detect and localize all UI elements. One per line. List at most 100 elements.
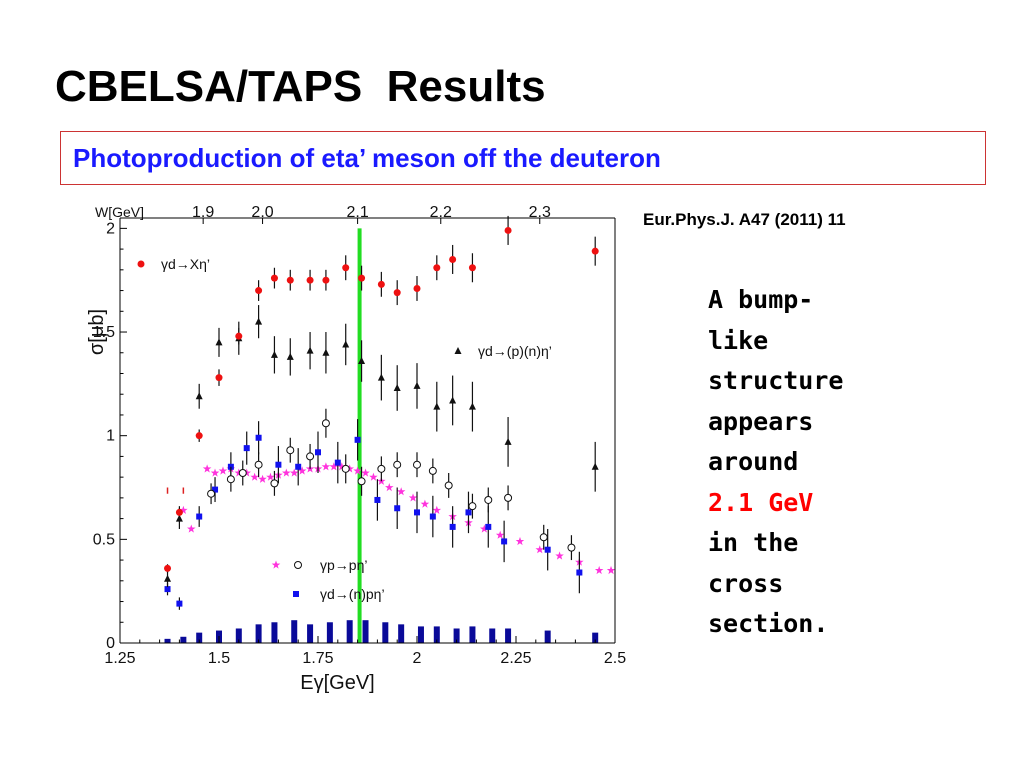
data-point xyxy=(377,373,385,381)
note-highlight: 2.1 GeV xyxy=(708,487,814,517)
data-point xyxy=(353,466,362,475)
data-point xyxy=(354,436,361,443)
data-point xyxy=(322,348,330,356)
citation: Eur.Phys.J. A47 (2011) 11 xyxy=(643,210,846,229)
data-point xyxy=(468,402,476,410)
data-point xyxy=(504,437,512,445)
legend-label: γd→(p)(n)η’ xyxy=(478,343,552,359)
legend-marker xyxy=(293,591,299,597)
data-point xyxy=(567,543,576,552)
histogram-bar xyxy=(362,620,369,643)
data-point xyxy=(175,508,183,516)
data-point xyxy=(369,472,378,481)
data-point xyxy=(295,463,302,470)
data-point xyxy=(433,264,441,272)
data-point xyxy=(164,564,172,572)
histogram-bar xyxy=(307,624,314,643)
data-point xyxy=(576,569,583,576)
data-point xyxy=(196,513,203,520)
data-point xyxy=(414,509,420,516)
data-point xyxy=(306,276,314,284)
data-point xyxy=(501,538,508,545)
data-point xyxy=(408,493,418,502)
histogram-bar xyxy=(291,620,298,643)
legend-label: γd→Xη’ xyxy=(161,256,210,272)
x-axis-label: Eγ[GeV] xyxy=(300,672,374,694)
data-point xyxy=(429,513,436,520)
data-point xyxy=(202,464,212,473)
histogram-bar xyxy=(417,626,424,643)
data-point xyxy=(337,462,346,471)
bars-layer xyxy=(164,620,599,643)
slide-title: CBELSA/TAPS Results xyxy=(55,62,546,111)
data-point xyxy=(591,247,599,255)
histogram-bar xyxy=(489,628,496,643)
data-point xyxy=(207,489,216,498)
data-point xyxy=(255,287,263,295)
data-point xyxy=(275,461,282,468)
data-point xyxy=(282,468,291,477)
data-point xyxy=(270,350,278,358)
note-line: appears xyxy=(708,406,814,436)
data-point xyxy=(215,374,223,382)
histogram-bar xyxy=(398,624,405,643)
legend-layer: γd→Xη’ γd→(p)(n)η’ γp→pη’ γd→(n)pη’ xyxy=(137,256,552,602)
data-point xyxy=(444,481,453,490)
histogram-bar xyxy=(544,630,551,643)
note-line: section. xyxy=(708,609,829,638)
data-point xyxy=(322,276,330,284)
data-point xyxy=(495,530,505,539)
data-point xyxy=(306,346,314,354)
data-point xyxy=(433,402,441,410)
legend-marker xyxy=(454,347,462,354)
data-point xyxy=(428,466,437,475)
data-point xyxy=(315,449,321,456)
data-point xyxy=(504,226,512,234)
y-tick-label: 0.5 xyxy=(93,531,115,548)
histogram-bar xyxy=(180,636,187,643)
data-point xyxy=(396,487,406,496)
data-point xyxy=(176,600,183,607)
histogram-bar xyxy=(469,626,476,643)
data-point xyxy=(449,255,457,263)
data-point xyxy=(606,565,616,575)
data-point xyxy=(342,264,350,272)
data-point xyxy=(377,280,385,288)
data-point xyxy=(385,483,394,492)
note-line: in the xyxy=(708,528,799,557)
bump-note: A bump- like structure appears around 2.… xyxy=(708,280,878,645)
data-point xyxy=(195,392,203,400)
data-point xyxy=(432,505,442,514)
data-point xyxy=(449,396,457,404)
top-tick-label: 2.3 xyxy=(529,204,551,221)
data-point xyxy=(329,462,339,471)
data-point xyxy=(250,472,259,481)
y-tick-label: 1.5 xyxy=(93,324,115,341)
histogram-bar xyxy=(196,632,203,643)
data-point xyxy=(468,264,476,272)
data-point xyxy=(413,460,421,469)
data-point xyxy=(393,460,402,469)
data-point xyxy=(334,459,341,466)
data-point xyxy=(485,523,492,530)
data-point xyxy=(226,475,235,484)
histogram-bar xyxy=(382,622,389,643)
histogram-bar xyxy=(255,624,262,643)
data-point xyxy=(449,523,456,530)
data-point xyxy=(535,545,544,554)
top-axis-label: W[GeV] xyxy=(95,204,144,220)
labels-layer: 1.25 1.5 1.75 2 2.25 2.5 0 0.5 1 1.5 2 1.9 2.0 2.1 2.2… xyxy=(86,204,626,694)
data-point xyxy=(321,462,331,471)
histogram-bar xyxy=(235,628,242,643)
histogram-bar xyxy=(592,632,599,643)
data-point xyxy=(394,505,401,512)
legend-label: γd→(n)pη’ xyxy=(320,586,385,602)
data-point xyxy=(297,466,307,475)
data-point xyxy=(258,474,267,483)
data-point xyxy=(195,432,203,440)
data-point xyxy=(266,472,275,481)
histogram-bar xyxy=(271,622,278,643)
data-point xyxy=(212,486,219,493)
legend-label: γp→pη’ xyxy=(320,557,367,573)
legend-marker xyxy=(294,561,302,569)
